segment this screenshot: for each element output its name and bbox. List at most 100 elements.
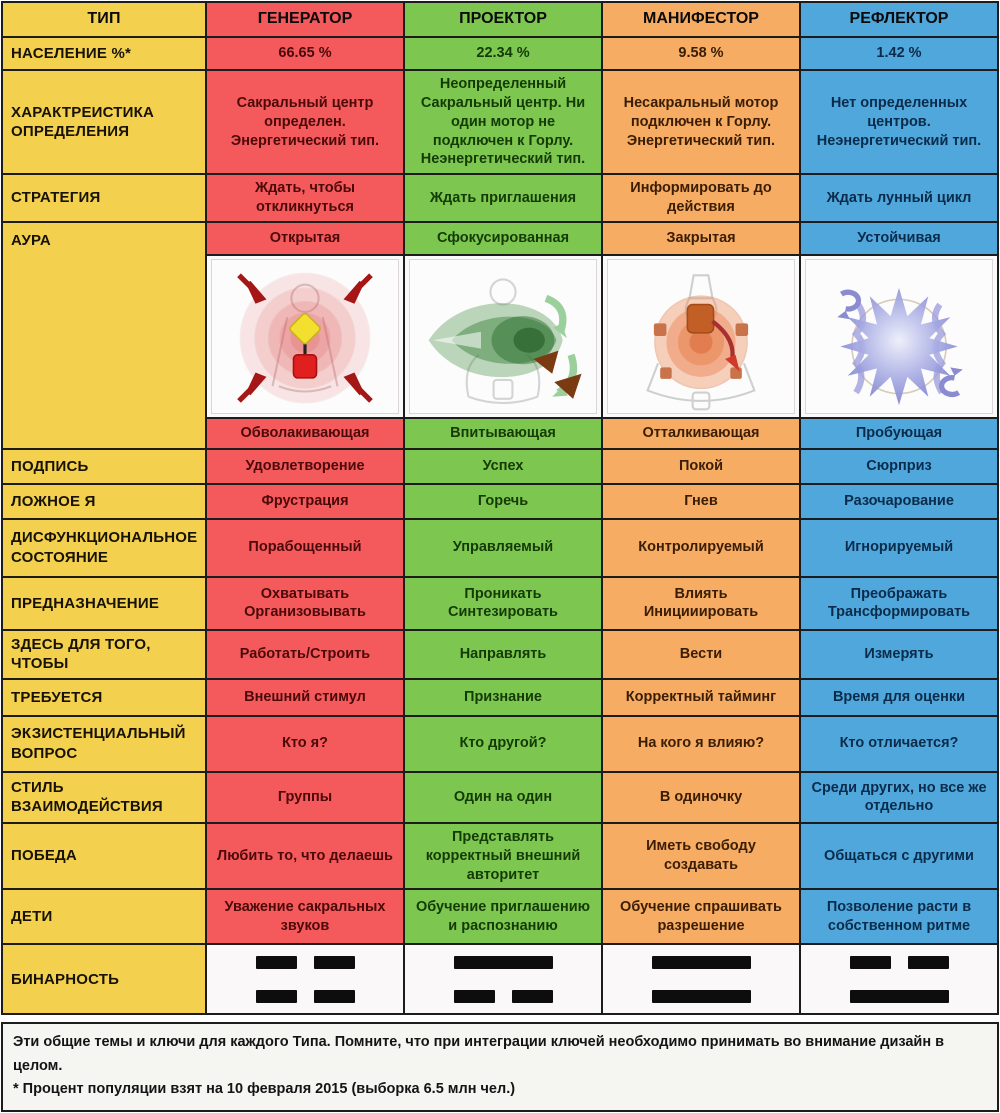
table-cell: Влиять Иницииировать [601, 577, 799, 629]
footnote-line-2: * Процент популяции взят на 10 февраля 2… [13, 1080, 516, 1097]
row-label: ПОДПИСЬ [3, 449, 205, 483]
projector-aura-image [405, 253, 601, 419]
table-cell: Любить то, что делаешь [205, 823, 403, 889]
table-cell: Время для оценки [799, 679, 997, 715]
hexagram-line-broken [255, 989, 355, 1003]
footnotes: Эти общие темы и ключи для каждого Типа.… [1, 1022, 999, 1112]
binary-glyph-projector [403, 945, 601, 1014]
table-cell: Фрустрация [205, 484, 403, 518]
hexagram-line-broken [255, 955, 355, 969]
table-cell: Кто отличается? [799, 716, 997, 771]
comparison-table: ТИП ГЕНЕРАТОР ПРОЕКТОР МАНИФЕСТОР РЕФЛЕК… [1, 1, 999, 1016]
row-label: ПРЕДНАЗНАЧЕНИЕ [3, 577, 205, 629]
table-cell: Направлять [403, 630, 601, 678]
table-cell: Игнорируемый [799, 519, 997, 576]
table-row: СТРАТЕГИЯ Ждать, чтобы откликнуться Ждать … [3, 173, 997, 221]
table-header-row: ТИП ГЕНЕРАТОР ПРОЕКТОР МАНИФЕСТОР РЕФЛЕК… [3, 3, 997, 36]
table-cell: Гнев [601, 484, 799, 518]
binary-glyph-generator [205, 945, 403, 1014]
binary-glyph-reflector [799, 945, 997, 1014]
table-row: ПРЕДНАЗНАЧЕНИЕ Охватывать Организовывать П… [3, 575, 997, 629]
table-cell: На кого я влияю? [601, 716, 799, 771]
footnote-line-1: Эти общие темы и ключи для каждого Типа.… [13, 1034, 945, 1074]
row-label-aura: АУРА [3, 222, 205, 448]
table-cell: Информировать до действия [601, 175, 799, 221]
table-cell: Признание [403, 679, 601, 715]
aura-type-cell: Открытая [207, 222, 403, 254]
hexagram-line-solid [651, 989, 751, 1003]
hexagram-line-solid [651, 955, 751, 969]
header-reflector: РЕФЛЕКТОР [799, 3, 997, 36]
generator-aura-icon [237, 273, 373, 404]
aura-col-generator: Открытая [205, 222, 403, 448]
manifestor-aura-image [603, 253, 799, 419]
table-cell: В одиночку [601, 772, 799, 822]
row-label: ДИСФУНКЦИОНАЛЬНОЕ СОСТОЯНИЕ [3, 519, 205, 576]
table-cell: Обучение приглашению и распознанию [403, 890, 601, 944]
table-cell: Группы [205, 772, 403, 822]
row-label: ПОБЕДА [3, 823, 205, 889]
header-type-label: ТИП [3, 3, 205, 36]
binary-row: БИНАРНОСТЬ [3, 943, 997, 1014]
table-cell: Среди других, но все же отдельно [799, 772, 997, 822]
header-manifestor: МАНИФЕСТОР [601, 3, 799, 36]
aura-type-cell: Закрытая [603, 222, 799, 254]
manifestor-aura-icon [646, 274, 756, 411]
row-label: СТИЛЬ ВЗАИМОДЕЙСТВИЯ [3, 772, 205, 822]
row-label: ЭКЗИСТЕНЦИАЛЬНЫЙ ВОПРОС [3, 716, 205, 771]
table-row: ДЕТИ Уважение сакральных звуков Обучение п… [3, 888, 997, 944]
table-cell: 66.65 % [205, 38, 403, 69]
generator-aura-image [207, 253, 403, 419]
table-cell: Разочарование [799, 484, 997, 518]
aura-type-cell: Устойчивая [801, 222, 997, 254]
table-cell: Покой [601, 449, 799, 483]
row-label: ЗДЕСЬ ДЛЯ ТОГО, ЧТОБЫ [3, 630, 205, 678]
table-cell: Управляемый [403, 519, 601, 576]
aura-type-cell: Сфокусированная [405, 222, 601, 254]
table-cell: Удовлетворение [205, 449, 403, 483]
table-cell: Несакральный мотор подключен к Горлу. Эн… [601, 71, 799, 174]
table-cell: Преображать Трансформировать [799, 577, 997, 629]
table-cell: Нет определенных центров. Неэнергетическ… [799, 71, 997, 174]
row-label: СТРАТЕГИЯ [3, 175, 205, 221]
row-label: ХАРАКТРЕИСТИКА ОПРЕДЕЛЕНИЯ [3, 71, 205, 174]
table-row: ПОДПИСЬ Удовлетворение Успех Покой Сюрприз [3, 447, 997, 483]
hexagram-line-solid [453, 955, 553, 969]
table-cell: Охватывать Организовывать [205, 577, 403, 629]
table-cell: 1.42 % [799, 38, 997, 69]
table-row: ПОБЕДА Любить то, что делаешь Представлять… [3, 821, 997, 889]
row-label: ДЕТИ [3, 890, 205, 944]
table-cell: Уважение сакральных звуков [205, 890, 403, 944]
table-cell: Порабощенный [205, 519, 403, 576]
aura-section: АУРА Открытая [3, 220, 997, 448]
table-row: НАСЕЛЕНИЕ %* 66.65 % 22.34 % 9.58 % 1.42 % [3, 36, 997, 69]
header-projector: ПРОЕКТОР [403, 3, 601, 36]
binary-glyph-manifestor [601, 945, 799, 1014]
table-cell: Ждать приглашения [403, 175, 601, 221]
table-cell: Измерять [799, 630, 997, 678]
table-cell: Один на один [403, 772, 601, 822]
aura-quality-cell: Отталкивающая [603, 418, 799, 448]
hexagram-line-solid [849, 989, 949, 1003]
table-cell: Представлять корректный внешний авторите… [403, 823, 601, 889]
table-cell: Ждать лунный цикл [799, 175, 997, 221]
row-label-binary: БИНАРНОСТЬ [3, 945, 205, 1014]
table-cell: Позволение расти в собственном ритме [799, 890, 997, 944]
row-label: НАСЕЛЕНИЕ %* [3, 38, 205, 69]
row-label: ЛОЖНОЕ Я [3, 484, 205, 518]
table-row: СТИЛЬ ВЗАИМОДЕЙСТВИЯ Группы Один на один В … [3, 770, 997, 822]
table-row: ДИСФУНКЦИОНАЛЬНОЕ СОСТОЯНИЕ Порабощенный У… [3, 517, 997, 576]
aura-quality-cell: Впитывающая [405, 418, 601, 448]
table-row: ХАРАКТРЕИСТИКА ОПРЕДЕЛЕНИЯ Сакральный цен… [3, 69, 997, 174]
table-cell: Сюрприз [799, 449, 997, 483]
table-cell: Работать/Строить [205, 630, 403, 678]
aura-quality-cell: Пробующая [801, 418, 997, 448]
header-generator: ГЕНЕРАТОР [205, 3, 403, 36]
hexagram-line-broken [849, 955, 949, 969]
table-cell: 22.34 % [403, 38, 601, 69]
aura-quality-cell: Обволакивающая [207, 418, 403, 448]
aura-col-manifestor: Закрытая [601, 222, 799, 448]
table-rows-top: НАСЕЛЕНИЕ %* 66.65 % 22.34 % 9.58 % 1.42 % ХА… [3, 36, 997, 221]
table-row: ЛОЖНОЕ Я Фрустрация Горечь Гнев Разочаровани… [3, 482, 997, 518]
